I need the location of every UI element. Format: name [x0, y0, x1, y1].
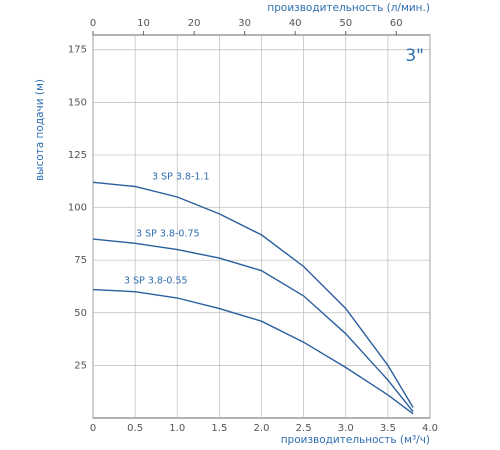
x2-tick-label: 50	[339, 18, 352, 29]
y-tick-label: 25	[74, 360, 87, 371]
y-axis-title: высота подачи (м)	[34, 79, 46, 181]
curve-label: 3 SP 3.8-0.75	[136, 229, 200, 240]
curve	[92, 238, 414, 413]
y-tick-label: 125	[68, 150, 87, 161]
x-tick-label: 2.5	[296, 423, 312, 434]
y-tick-label: 75	[74, 255, 87, 266]
x2-tick-label: 60	[390, 18, 403, 29]
y-tick-label: 100	[68, 203, 87, 214]
x-tick-label: 1.0	[169, 423, 185, 434]
x-tick-label: 0.5	[127, 423, 143, 434]
x2-tick-label: 0	[90, 18, 96, 29]
x-tick-label: 2.0	[254, 423, 270, 434]
x-tick-label: 1.5	[211, 423, 227, 434]
y-tick-label: 150	[68, 97, 87, 108]
x-tick-label: 0	[90, 423, 96, 434]
x-axis-title: производительность (м³/ч)	[281, 434, 430, 446]
curve	[92, 181, 414, 408]
x-tick-label: 4.0	[422, 423, 438, 434]
y-tick-label: 175	[68, 45, 87, 56]
size-annotation: 3"	[405, 46, 424, 66]
x2-tick-label: 10	[137, 18, 150, 29]
x2-tick-label: 20	[188, 18, 201, 29]
curve-label: 3 SP 3.8-0.55	[124, 276, 188, 287]
x-tick-label: 3.0	[338, 423, 354, 434]
x-tick-label: 3.5	[380, 423, 396, 434]
curve	[92, 288, 414, 415]
x2-axis-title: производительность (л/мин.)	[267, 2, 430, 14]
curve-label: 3 SP 3.8-1.1	[152, 172, 210, 183]
y-tick-label: 50	[74, 308, 87, 319]
x2-tick-label: 40	[289, 18, 302, 29]
x2-tick-label: 30	[238, 18, 251, 29]
